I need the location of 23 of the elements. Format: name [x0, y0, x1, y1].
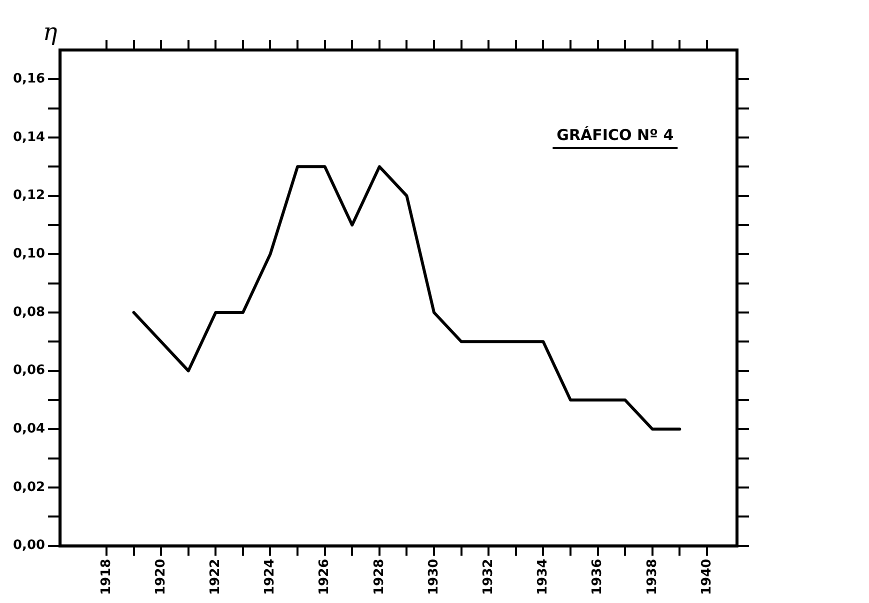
- x-tick-label: 1932: [480, 558, 496, 596]
- x-tick-label: 1930: [426, 558, 442, 596]
- y-tick-label: 0,08: [12, 304, 46, 320]
- x-tick-label: 1918: [98, 558, 114, 596]
- annotation: GRÁFICO Nº 4: [556, 126, 674, 144]
- y-axis-title: η: [42, 18, 58, 46]
- x-tick-label: 1936: [590, 558, 606, 596]
- y-tick-label: 0,02: [12, 480, 46, 495]
- y-tick-label: 0,14: [12, 130, 46, 145]
- y-tick-label: 0,12: [12, 188, 46, 204]
- y-tick-label: 0,04: [12, 422, 46, 437]
- x-tick-label: 1920: [153, 558, 168, 596]
- x-tick-label: 1924: [262, 558, 278, 596]
- x-tick-label: 1926: [317, 558, 332, 596]
- x-tick-label: 1940: [699, 558, 714, 596]
- x-tick-label: 1928: [372, 558, 387, 596]
- y-tick-label: 0,00: [12, 538, 46, 554]
- x-tick-label: 1934: [536, 558, 551, 596]
- y-tick-label: 0,16: [12, 72, 46, 87]
- y-tick-label: 0,06: [12, 363, 46, 378]
- y-tick-label: 0,10: [12, 246, 46, 262]
- x-tick-label: 1938: [644, 558, 660, 596]
- x-tick-label: 1922: [208, 558, 224, 596]
